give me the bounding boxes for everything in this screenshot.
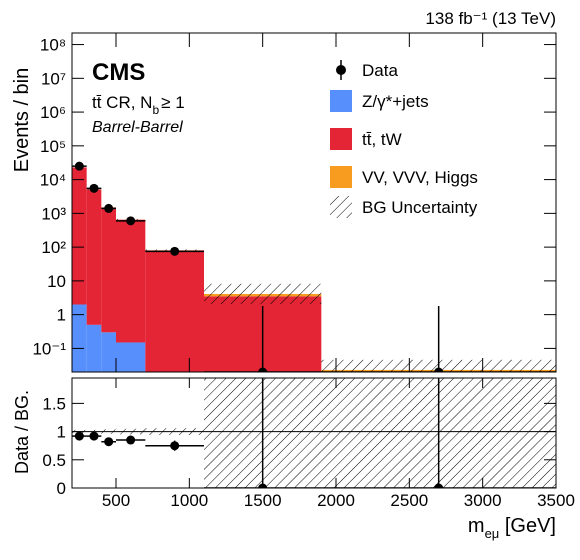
- data-point: [170, 246, 180, 256]
- data-point: [89, 183, 99, 193]
- data-point: [126, 216, 136, 226]
- legend-label: Z/γ*+jets: [362, 92, 429, 111]
- ratio-y-tick-label: 0: [57, 479, 66, 498]
- region-label: Barrel-Barrel: [92, 119, 183, 136]
- x-tick-label: 3500: [537, 491, 575, 510]
- stack-segment: [72, 304, 87, 372]
- stack-segment: [101, 207, 116, 333]
- data-point: [434, 367, 444, 372]
- x-label-main: m: [468, 515, 485, 537]
- y-tick-label: 10³: [41, 204, 66, 223]
- y-tick-label: 10⁸: [40, 36, 66, 55]
- legend-marker: [336, 65, 346, 75]
- stack-segment: [116, 219, 146, 343]
- legend-swatch: [330, 166, 352, 188]
- stack-segment: [116, 342, 146, 372]
- legend-swatch: [330, 196, 352, 218]
- y-tick-label: 10⁵: [40, 137, 66, 156]
- y-tick-label: 10⁻¹: [32, 339, 66, 358]
- y-tick-label: 10: [47, 272, 66, 291]
- stack-segment: [72, 167, 87, 305]
- stack-segment: [145, 250, 204, 372]
- x-axis-label: meμ [GeV]: [468, 515, 556, 541]
- x-tick-label: 500: [102, 491, 130, 510]
- ratio-point: [170, 441, 180, 451]
- ratio-point: [126, 435, 136, 445]
- stack-segment: [101, 332, 116, 372]
- main-frame: [71, 32, 557, 373]
- overlay: 10⁻¹ 1 10 10² 10³ 10⁴ 10⁵ 10⁶ 10⁷ 10⁸ 0 0.5 1 1.5 500 1…: [32, 33, 575, 510]
- x-label-sub: eμ: [485, 526, 500, 541]
- ratio-point: [74, 431, 84, 441]
- x-tick-label: 1500: [244, 491, 282, 510]
- ratio-frame: [71, 377, 557, 489]
- x-label-tail: [GeV]: [499, 515, 556, 537]
- legend-swatch: [330, 90, 352, 112]
- ratio-point: [434, 483, 444, 488]
- main-panel: [72, 161, 556, 372]
- data-point: [104, 203, 114, 213]
- y-tick-label: 10⁷: [41, 69, 66, 88]
- subtitle-sub: b: [152, 103, 159, 117]
- stack-segment: [86, 324, 102, 372]
- ratio-y-tick-label: 0.5: [42, 451, 66, 470]
- ratio-y-axis-label: Data / BG.: [12, 390, 32, 474]
- y-tick-label: 10⁶: [40, 103, 66, 122]
- x-tick-label: 2000: [317, 491, 355, 510]
- data-point: [74, 161, 84, 171]
- legend-label: BG Uncertainty: [362, 198, 478, 217]
- y-tick-label: 1: [57, 306, 66, 325]
- ratio-y-tick-label: 1: [57, 423, 66, 442]
- legend-swatch: [330, 128, 352, 150]
- subtitle-main: tt̄ CR, N: [92, 93, 152, 112]
- lumi-label: 138 fb⁻¹ (13 TeV): [425, 9, 556, 28]
- cms-label: CMS: [92, 59, 145, 86]
- ratio-point: [104, 437, 114, 447]
- subtitle: tt̄ CR, Nb ≥ 1: [92, 93, 185, 117]
- x-tick-label: 2500: [390, 491, 428, 510]
- y-tick-label: 10²: [41, 238, 66, 257]
- ratio-point: [89, 431, 99, 441]
- legend-label: tt̄, tW: [362, 130, 402, 149]
- legend-label: VV, VVV, Higgs: [362, 168, 478, 187]
- x-tick-label: 1000: [170, 491, 208, 510]
- uncertainty-band: [204, 283, 322, 305]
- legend-label: Data: [362, 61, 398, 80]
- subtitle-tail: ≥ 1: [161, 93, 185, 112]
- ratio-y-tick-label: 1.5: [42, 394, 66, 413]
- ratio-panel: [72, 378, 556, 488]
- stack-segment: [86, 189, 102, 325]
- y-axis-label: Events / bin: [11, 68, 33, 173]
- x-tick-label: 3000: [464, 491, 502, 510]
- y-tick-label: 10⁴: [40, 171, 66, 190]
